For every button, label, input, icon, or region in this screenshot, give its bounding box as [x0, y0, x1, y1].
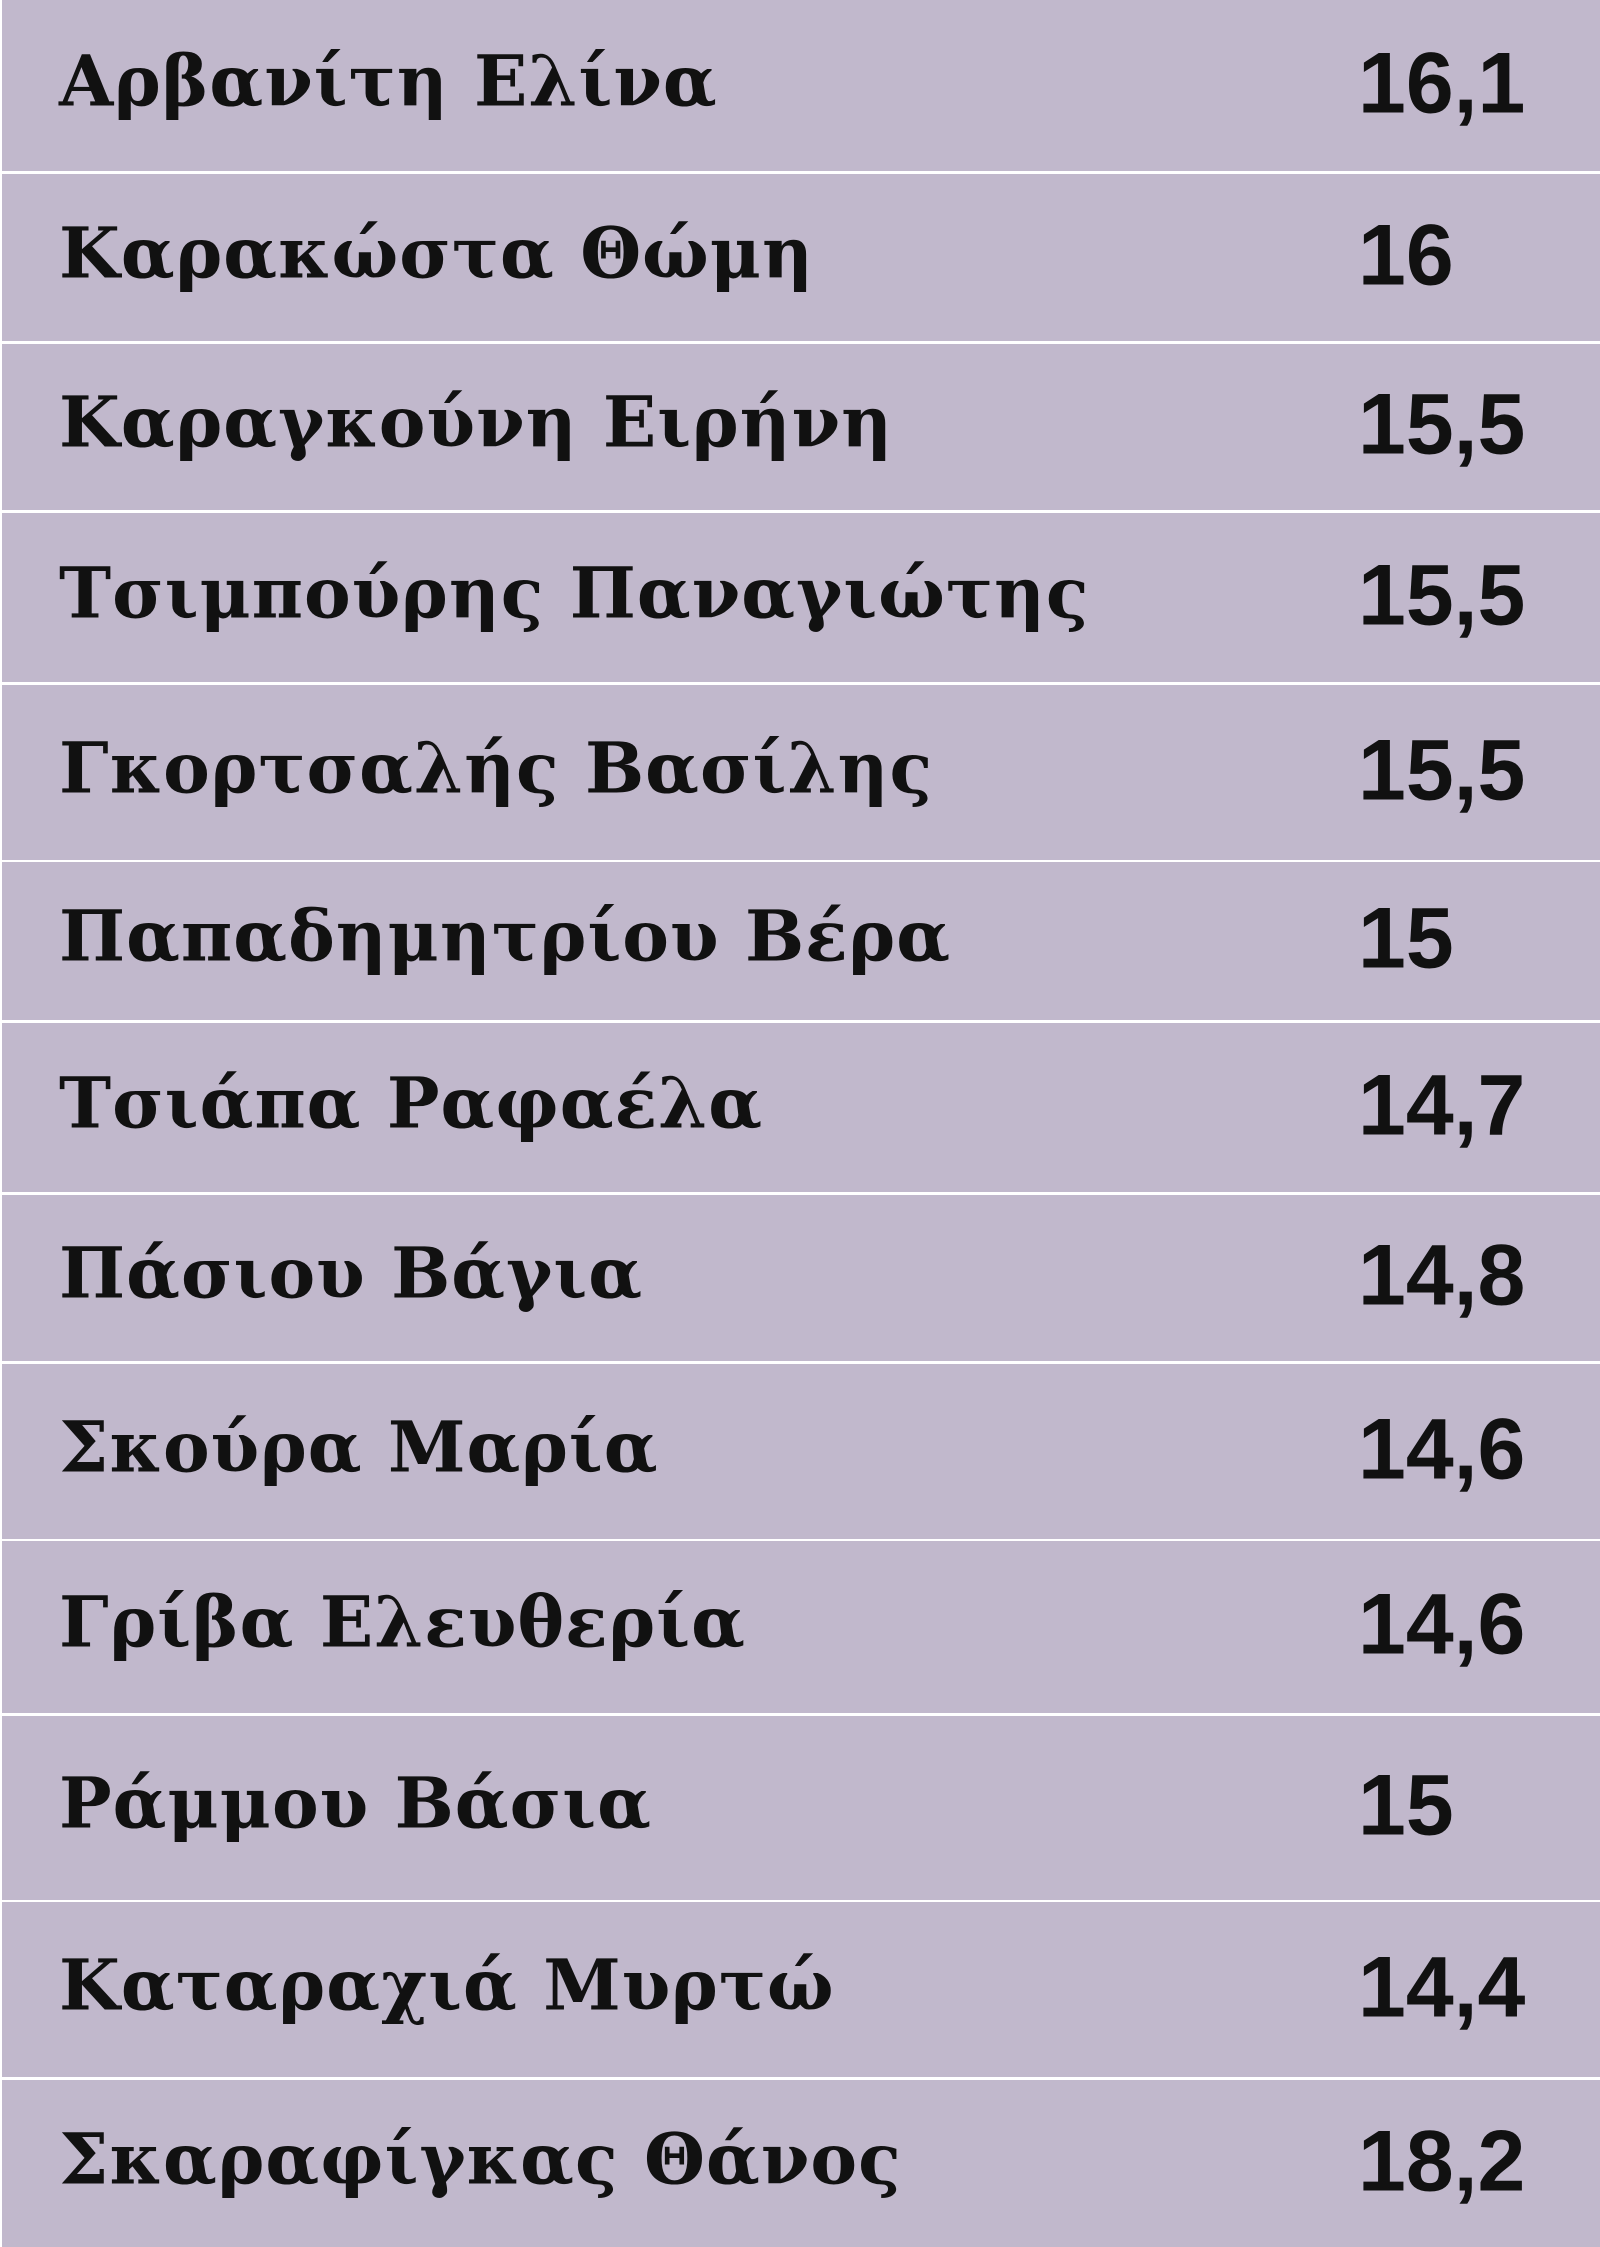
student-name: Παπαδημητρίου Βέρα: [59, 894, 952, 978]
table-row: Πάσιου Βάγια 14,8: [2, 1195, 1600, 1361]
table-row: Σκαραφίγκας Θάνος 18,2: [2, 2080, 1600, 2247]
table-row: Αρβανίτη Ελίνα 16,1: [2, 0, 1600, 171]
table-row: Ράμμου Βάσια 15: [2, 1716, 1600, 1900]
student-name: Αρβανίτη Ελίνα: [59, 39, 718, 123]
table-row: Καταραχιά Μυρτώ 14,4: [2, 1902, 1600, 2077]
student-name: Καραγκούνη Ειρήνη: [59, 380, 894, 464]
table-row: Καραγκούνη Ειρήνη 15,5: [2, 344, 1600, 510]
table-row: Γρίβα Ελευθερία 14,6: [2, 1541, 1600, 1713]
student-name: Καταραχιά Μυρτώ: [59, 1943, 835, 2027]
student-score: 16,1: [1358, 35, 1526, 132]
student-name: Γρίβα Ελευθερία: [59, 1580, 746, 1664]
student-score: 15,5: [1358, 722, 1526, 819]
student-score: 14,7: [1358, 1057, 1526, 1154]
student-name: Σκαραφίγκας Θάνος: [59, 2117, 902, 2201]
student-name: Καρακώστα Θώμη: [59, 211, 814, 295]
student-score: 15,5: [1358, 547, 1526, 644]
table-row: Σκούρα Μαρία 14,6: [2, 1364, 1600, 1539]
student-score: 15,5: [1358, 376, 1526, 473]
student-score: 15: [1358, 890, 1454, 987]
student-score: 18,2: [1358, 2113, 1526, 2210]
student-name: Σκούρα Μαρία: [59, 1405, 659, 1489]
table-row: Καρακώστα Θώμη 16: [2, 174, 1600, 341]
table-row: Γκορτσαλής Βασίλης 15,5: [2, 685, 1600, 860]
table-row: Τσιάπα Ραφαέλα 14,7: [2, 1023, 1600, 1192]
student-name: Τσιάπα Ραφαέλα: [59, 1061, 764, 1145]
student-name: Γκορτσαλής Βασίλης: [59, 726, 934, 810]
table-row: Τσιμπούρης Παναγιώτης 15,5: [2, 513, 1600, 682]
student-score: 15: [1358, 1757, 1454, 1854]
student-score: 14,4: [1358, 1939, 1526, 2036]
student-score: 16: [1358, 207, 1454, 304]
student-name: Ράμμου Βάσια: [59, 1761, 652, 1845]
student-score: 14,8: [1358, 1227, 1526, 1324]
student-score: 14,6: [1358, 1576, 1526, 1673]
table-row: Παπαδημητρίου Βέρα 15: [2, 862, 1600, 1020]
student-name: Πάσιου Βάγια: [59, 1231, 644, 1315]
student-score: 14,6: [1358, 1401, 1526, 1498]
student-name: Τσιμπούρης Παναγιώτης: [59, 551, 1090, 635]
